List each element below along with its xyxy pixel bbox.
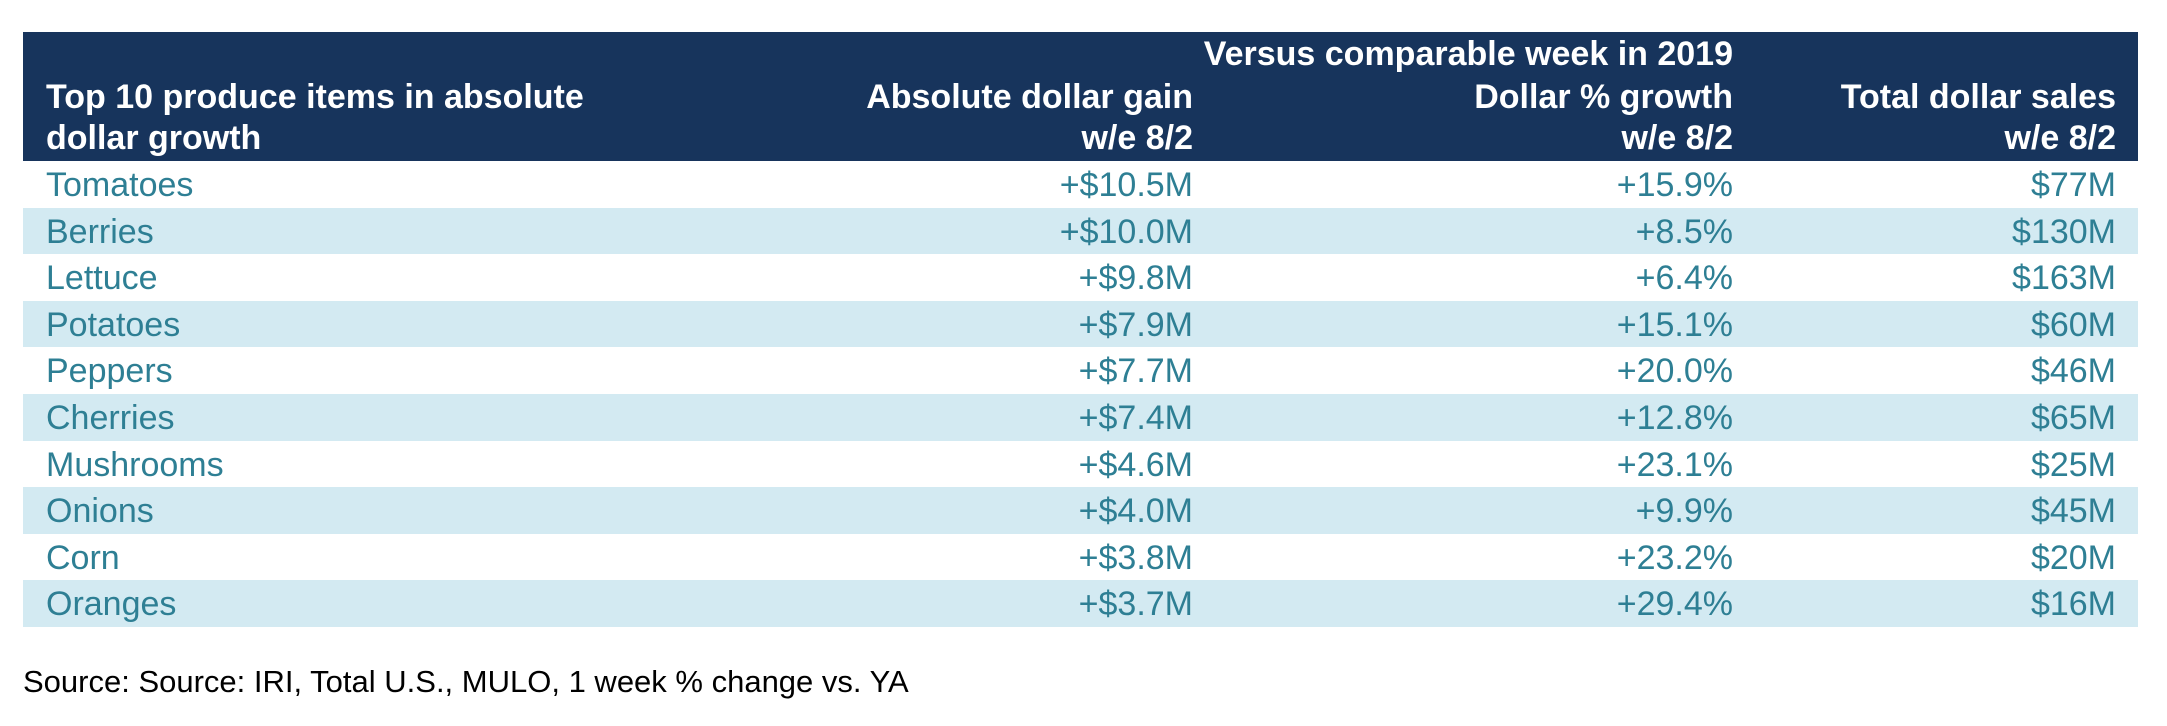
table-row: Onions +$4.0M +9.9% $45M [23,487,2138,534]
pct-cell: +15.9% [1616,166,1733,204]
sales-cell: $20M [2030,538,2116,577]
item-cell: Corn [46,538,120,577]
column-header-gain-line1: Absolute dollar gain [866,78,1193,116]
pct-cell: +9.9% [1635,492,1733,531]
item-cell: Cherries [46,398,175,437]
table-body: Tomatoes +$10.5M +15.9% $77M Berries +$10.0M +… [23,161,2138,627]
pct-cell: +15.1% [1616,305,1733,344]
item-cell: Oranges [46,585,177,624]
table-row: Mushrooms +$4.6M +23.1% $25M [23,441,2138,488]
column-header-pct-line2: w/e 8/2 [1621,119,1733,157]
column-header-item: Top 10 produce items in absolute dollar … [46,77,766,159]
gain-cell: +$9.8M [1078,259,1193,298]
produce-table: Versus comparable week in 2019 Top 10 pr… [23,32,2138,627]
sales-cell: $130M [2012,212,2116,251]
table-row: Cherries +$7.4M +12.8% $65M [23,393,2138,441]
gain-cell: +$4.0M [1078,492,1193,531]
item-cell: Onions [46,492,154,531]
pct-cell: +23.2% [1616,538,1733,577]
table-row: Potatoes +$7.9M +15.1% $60M [23,300,2138,348]
column-header-sales-line1: Total dollar sales [1840,78,2116,116]
table-row: Lettuce +$9.8M +6.4% $163M [23,254,2138,301]
pct-cell: +29.4% [1616,585,1733,624]
column-header-item-line1: Top 10 produce items in absolute [46,78,584,116]
pct-cell: +12.8% [1616,398,1733,437]
sales-cell: $16M [2030,585,2116,624]
gain-cell: +$4.6M [1078,445,1193,484]
group-header: Versus comparable week in 2019 [1203,35,1733,73]
pct-cell: +8.5% [1635,212,1733,251]
column-header-gain-line2: w/e 8/2 [1081,119,1193,157]
column-header-pct-line1: Dollar % growth [1474,78,1733,116]
item-cell: Berries [46,212,154,251]
gain-cell: +$7.7M [1078,352,1193,391]
sales-cell: $163M [2012,259,2116,298]
gain-cell: +$7.4M [1078,398,1193,437]
table-row: Corn +$3.8M +23.2% $20M [23,534,2138,581]
table-row: Peppers +$7.7M +20.0% $46M [23,347,2138,394]
item-cell: Potatoes [46,305,181,344]
source-note: Source: Source: IRI, Total U.S., MULO, 1… [23,664,909,699]
table-header: Versus comparable week in 2019 Top 10 pr… [23,32,2138,161]
pct-cell: +6.4% [1635,259,1733,298]
sales-cell: $45M [2030,492,2116,531]
column-header-sales: Total dollar sales w/e 8/2 [1783,77,2116,159]
sales-cell: $46M [2030,352,2116,391]
gain-cell: +$10.5M [1059,166,1193,204]
gain-cell: +$3.7M [1078,585,1193,624]
pct-cell: +20.0% [1616,352,1733,391]
gain-cell: +$3.8M [1078,538,1193,577]
item-cell: Lettuce [46,259,158,298]
pct-cell: +23.1% [1616,445,1733,484]
column-header-pct: Dollar % growth w/e 8/2 [1273,77,1733,159]
sales-cell: $77M [2030,166,2116,204]
column-header-sales-line2: w/e 8/2 [2004,119,2116,157]
sales-cell: $65M [2030,398,2116,437]
gain-cell: +$10.0M [1059,212,1193,251]
column-header-item-line2: dollar growth [46,119,262,157]
item-cell: Mushrooms [46,445,224,484]
column-header-gain: Absolute dollar gain w/e 8/2 [723,77,1193,159]
gain-cell: +$7.9M [1078,305,1193,344]
table-row: Tomatoes +$10.5M +15.9% $77M [23,161,2138,208]
sales-cell: $25M [2030,445,2116,484]
item-cell: Peppers [46,352,173,391]
table-row: Berries +$10.0M +8.5% $130M [23,207,2138,255]
sales-cell: $60M [2030,305,2116,344]
item-cell: Tomatoes [46,166,194,204]
table-row: Oranges +$3.7M +29.4% $16M [23,580,2138,627]
